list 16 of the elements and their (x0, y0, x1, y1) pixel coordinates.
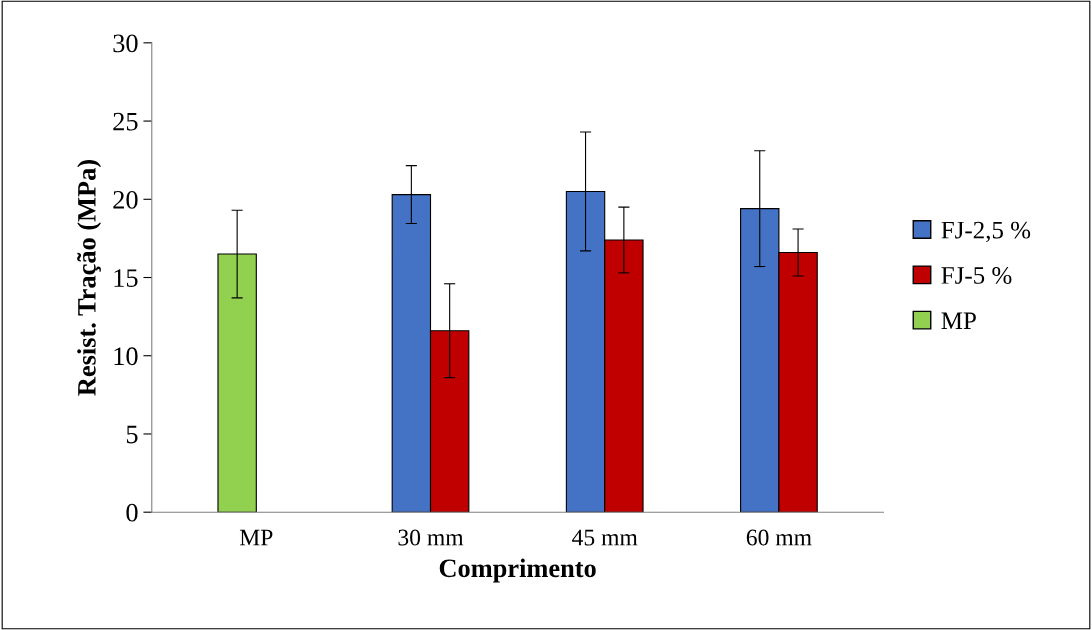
y-tick-label: 10 (114, 347, 138, 366)
y-tick-label: 25 (113, 112, 138, 131)
y-tick-label: 20 (113, 190, 138, 209)
x-tick-label: 60 mm (746, 529, 812, 546)
x-tick-label: 30 mm (398, 529, 464, 546)
legend-label: FJ-2,5 % (941, 221, 1031, 243)
legend-label: FJ-5 % (941, 266, 1012, 284)
y-tick-label: 15 (114, 269, 138, 287)
y-tick-label: 0 (126, 503, 138, 522)
x-axis-title: Comprimento (439, 558, 596, 583)
x-tick-label: 45 mm (572, 529, 638, 546)
x-tick-label: MP (239, 529, 273, 546)
y-tick-label: 5 (126, 425, 138, 444)
y-tick-label: 30 (113, 34, 138, 53)
legend-label: MP (941, 312, 976, 329)
y-axis-title: Resist. Tração (MPa) (77, 160, 102, 396)
